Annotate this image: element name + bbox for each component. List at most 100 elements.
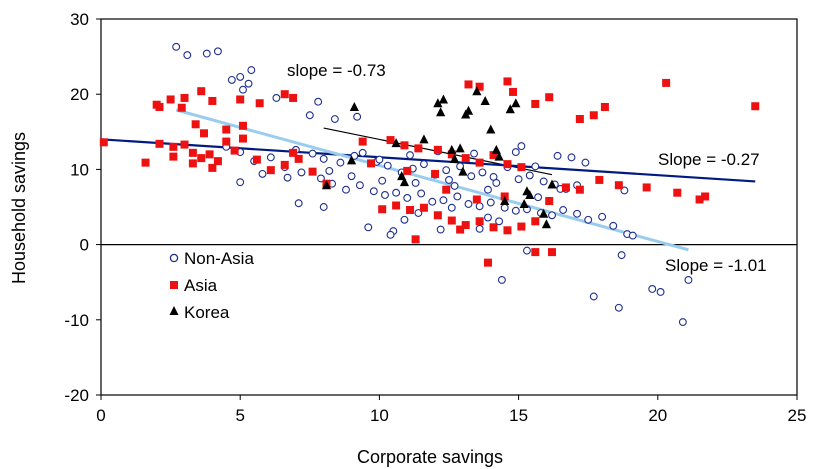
point-asia <box>503 226 512 235</box>
point-korea <box>486 124 496 134</box>
point-non-asia <box>428 197 437 206</box>
point-asia <box>673 188 682 197</box>
point-asia <box>400 141 409 150</box>
point-asia <box>503 77 512 86</box>
point-asia <box>575 115 584 124</box>
y-axis-title: Household savings <box>9 132 29 284</box>
point-non-asia <box>553 151 562 160</box>
point-asia <box>447 216 456 225</box>
point-non-asia <box>308 149 317 158</box>
point-korea <box>500 195 510 205</box>
point-asia <box>642 183 651 192</box>
point-non-asia <box>684 275 693 284</box>
point-asia <box>472 195 481 204</box>
point-asia <box>701 192 710 201</box>
point-non-asia <box>358 148 367 157</box>
legend: Non-Asia Asia Korea <box>169 249 254 322</box>
plot-frame <box>100 18 798 396</box>
data-points <box>99 42 760 327</box>
point-non-asia <box>511 206 520 215</box>
y-tick-label: 20 <box>70 85 89 104</box>
point-asia <box>589 111 598 120</box>
point-non-asia <box>294 199 303 208</box>
x-tick-label: 25 <box>788 406 807 425</box>
point-korea <box>321 180 332 190</box>
y-tick-label: 30 <box>70 10 89 29</box>
y-tick-label: 10 <box>70 160 89 179</box>
point-asia <box>433 145 442 154</box>
point-korea <box>438 94 449 104</box>
point-asia <box>509 87 518 96</box>
point-asia <box>595 175 604 184</box>
point-non-asia <box>584 215 593 224</box>
point-korea <box>541 219 552 229</box>
point-non-asia <box>609 221 618 230</box>
point-asia <box>169 142 178 151</box>
legend-item-non-asia: Non-Asia <box>169 249 254 268</box>
point-asia <box>289 148 298 157</box>
point-non-asia <box>239 85 247 94</box>
point-korea <box>525 189 535 199</box>
point-korea <box>455 143 465 153</box>
point-non-asia <box>364 223 373 232</box>
slope-label-nonasia: Slope = -1.01 <box>665 256 767 275</box>
point-non-asia <box>383 161 392 170</box>
point-asia <box>177 103 186 112</box>
point-asia <box>255 99 264 108</box>
point-non-asia <box>484 213 492 222</box>
point-non-asia <box>447 203 456 212</box>
x-axis-title: Corporate savings <box>357 447 503 467</box>
legend-item-korea: Korea <box>169 303 230 322</box>
point-non-asia <box>314 97 323 106</box>
legend-label-non-asia: Non-Asia <box>184 249 254 268</box>
point-asia <box>517 222 526 231</box>
legend-label-korea: Korea <box>184 303 230 322</box>
point-non-asia <box>227 75 236 84</box>
point-asia <box>191 120 200 129</box>
point-non-asia <box>417 189 426 198</box>
point-asia <box>280 160 289 169</box>
point-non-asia <box>305 111 314 120</box>
point-korea <box>511 98 521 108</box>
point-asia <box>531 248 540 257</box>
point-non-asia <box>467 172 476 181</box>
point-non-asia <box>514 175 523 184</box>
point-non-asia <box>517 142 526 151</box>
point-non-asia <box>213 47 222 56</box>
point-asia <box>266 166 275 175</box>
point-asia <box>414 144 423 153</box>
point-non-asia <box>486 198 495 207</box>
y-tick-label: 0 <box>80 236 89 255</box>
point-non-asia <box>247 66 256 75</box>
point-non-asia <box>369 187 378 196</box>
point-non-asia <box>236 72 245 81</box>
point-korea <box>399 177 410 187</box>
point-asia <box>252 155 261 164</box>
point-non-asia <box>614 303 623 312</box>
point-asia <box>208 163 217 172</box>
x-tick-label: 20 <box>648 406 667 425</box>
point-asia <box>545 93 554 102</box>
point-non-asia <box>342 185 350 194</box>
point-non-asia <box>475 202 484 211</box>
point-korea <box>433 98 443 108</box>
point-korea <box>419 134 429 144</box>
point-asia <box>188 159 197 168</box>
point-non-asia <box>202 49 211 58</box>
point-asia <box>213 157 222 166</box>
x-tick-label: 5 <box>235 406 244 425</box>
point-non-asia <box>453 192 462 201</box>
point-asia <box>475 217 484 226</box>
point-non-asia <box>406 151 414 160</box>
point-non-asia <box>183 51 192 60</box>
point-non-asia <box>589 292 598 301</box>
point-asia <box>205 150 214 159</box>
point-asia <box>442 185 451 194</box>
point-asia <box>614 181 623 190</box>
point-non-asia <box>236 178 245 187</box>
point-asia <box>294 154 303 163</box>
point-non-asia <box>456 162 465 171</box>
point-korea <box>491 144 501 154</box>
legend-label-asia: Asia <box>184 276 218 295</box>
point-non-asia <box>439 196 448 205</box>
